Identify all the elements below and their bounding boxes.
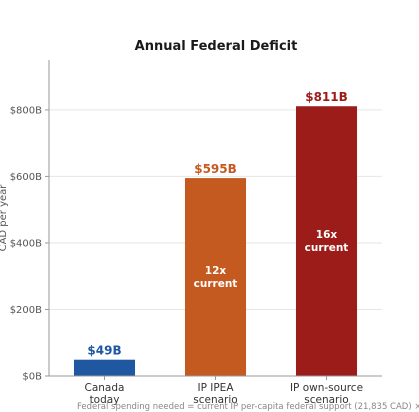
y-tick-label: $400B bbox=[10, 238, 42, 249]
y-axis-label: CAD per year bbox=[0, 184, 9, 252]
y-tick-label: $200B bbox=[10, 305, 42, 316]
y-tick-label: $0B bbox=[22, 372, 42, 383]
value-label: $811B bbox=[305, 90, 348, 104]
inside-bar-label: 12x bbox=[205, 265, 227, 277]
bar bbox=[184, 178, 247, 376]
chart-title: Annual Federal Deficit bbox=[135, 39, 298, 54]
x-tick-label: IP IPEA bbox=[197, 382, 234, 394]
footnote: Federal spending needed = current IP per… bbox=[77, 402, 419, 412]
inside-bar-label: current bbox=[305, 242, 349, 254]
inside-bar-label: current bbox=[194, 278, 238, 290]
x-tick-label: scenario bbox=[193, 394, 237, 406]
inside-bar-label: 16x bbox=[316, 229, 338, 241]
y-tick-label: $600B bbox=[10, 172, 42, 183]
x-tick-label: scenario bbox=[304, 394, 348, 406]
value-label: $595B bbox=[194, 162, 237, 176]
bars bbox=[73, 106, 358, 377]
value-label: $49B bbox=[87, 344, 121, 358]
bar bbox=[73, 359, 136, 376]
x-tick-label: Canada bbox=[85, 382, 125, 394]
y-tick-label: $800B bbox=[10, 105, 42, 116]
value-labels: $49B $595B $811B bbox=[87, 90, 347, 357]
bar bbox=[295, 106, 358, 377]
x-tick-label: today bbox=[90, 394, 120, 406]
x-tick-label: IP own-source bbox=[290, 382, 363, 394]
y-axis-ticks: $0B $200B $400B $600B $800B bbox=[10, 105, 49, 383]
